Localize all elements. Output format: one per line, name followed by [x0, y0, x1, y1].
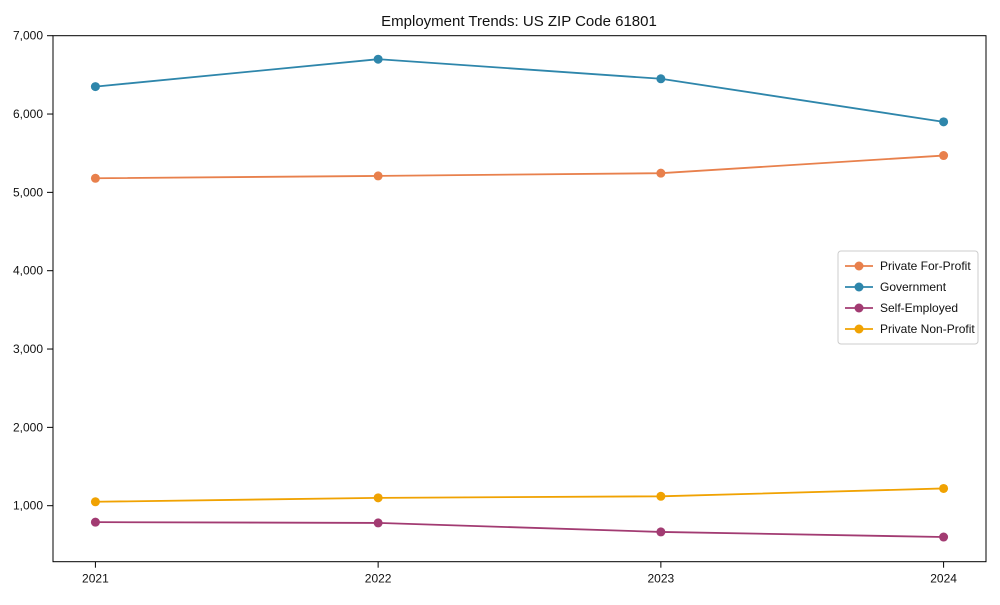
data-point	[939, 532, 949, 542]
data-point	[373, 54, 383, 64]
data-point	[939, 151, 949, 161]
legend-label: Private Non-Profit	[880, 322, 975, 336]
y-tick-label: 5,000	[13, 185, 43, 199]
data-point	[90, 497, 100, 507]
series-line-private-non-profit	[95, 487, 944, 503]
legend-label: Private For-Profit	[880, 259, 971, 273]
legend-box	[837, 250, 979, 345]
data-point	[939, 117, 949, 127]
legend-marker	[854, 324, 864, 334]
legend-marker	[854, 303, 864, 313]
data-point	[656, 527, 666, 537]
data-point	[373, 171, 383, 181]
legend-label: Government	[880, 280, 947, 294]
series-line-self-employed	[95, 521, 944, 538]
y-tick-label: 2,000	[13, 420, 43, 434]
data-point	[656, 74, 666, 84]
x-tick-label: 2021	[82, 572, 109, 586]
legend-label: Self-Employed	[880, 301, 958, 315]
x-tick-label: 2023	[648, 572, 675, 586]
data-point	[90, 173, 100, 183]
y-tick-label: 4,000	[13, 264, 43, 278]
x-tick-label: 2024	[930, 572, 957, 586]
plot-border	[52, 35, 987, 563]
plot-area: 1,000 2,000 3,000 4,000 5,000 6,000 7,000 2021 2…	[13, 29, 987, 586]
y-tick-label: 3,000	[13, 342, 43, 356]
data-point	[373, 518, 383, 528]
legend-marker	[854, 261, 864, 271]
y-tick-label: 6,000	[13, 107, 43, 121]
data-point	[656, 491, 666, 501]
data-point	[90, 82, 100, 92]
series-line-private-for-profit	[95, 154, 944, 180]
legend-marker	[854, 282, 864, 292]
data-point	[90, 517, 100, 527]
x-tick-label: 2022	[365, 572, 392, 586]
chart-title: Employment Trends: US ZIP Code 61801	[381, 13, 657, 30]
data-point	[373, 493, 383, 503]
y-tick-label: 7,000	[13, 29, 43, 43]
series-layer	[90, 54, 949, 542]
legend: Private For-Profit Government Self-Employe…	[837, 250, 979, 345]
data-point	[656, 168, 666, 178]
y-tick-label: 1,000	[13, 499, 43, 513]
series-line-government	[95, 58, 944, 123]
data-point	[939, 483, 949, 493]
